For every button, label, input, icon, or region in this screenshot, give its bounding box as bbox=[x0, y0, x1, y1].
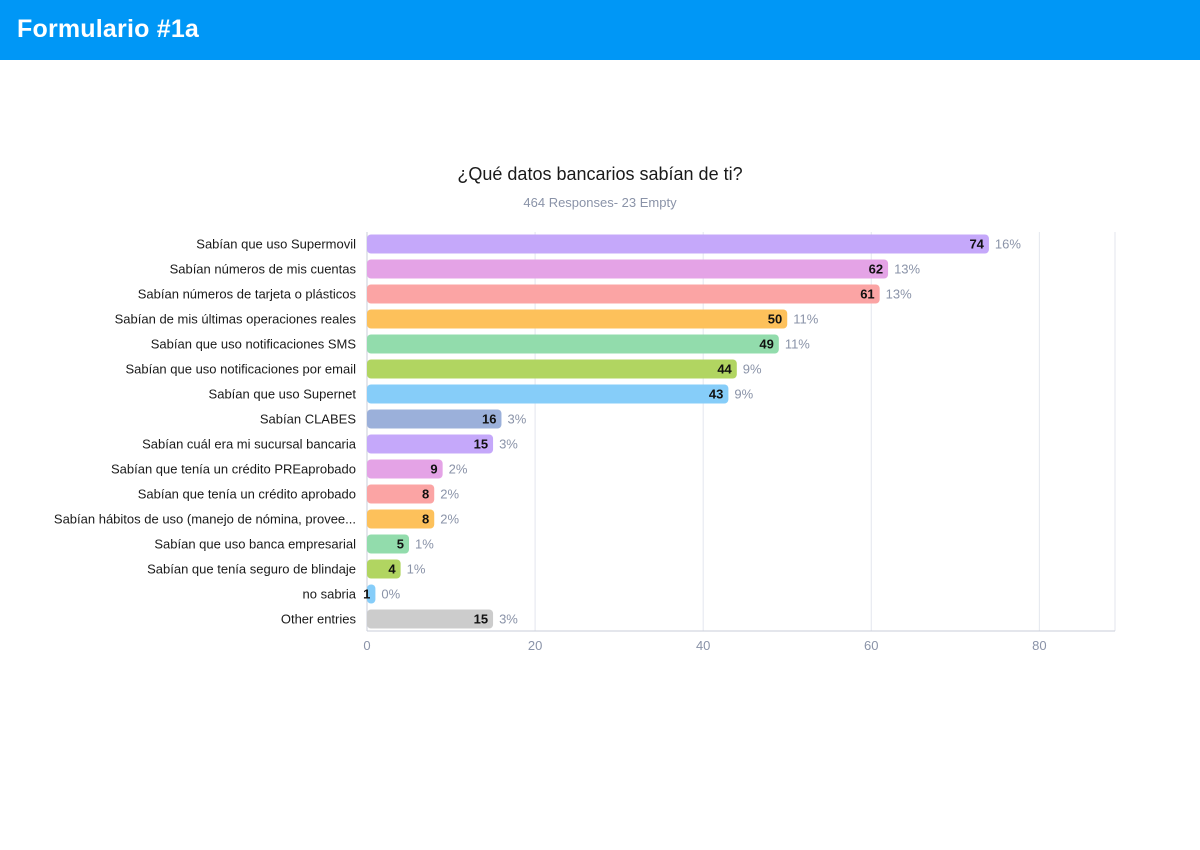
x-tick-label: 0 bbox=[363, 638, 370, 653]
category-label: Sabían de mis últimas operaciones reales bbox=[115, 312, 357, 327]
value-label: 74 bbox=[969, 237, 984, 252]
category-label: Sabían que uso Supernet bbox=[209, 387, 357, 402]
category-label: Sabían números de tarjeta o plásticos bbox=[138, 287, 357, 302]
bar bbox=[367, 609, 494, 629]
percent-label: 9% bbox=[743, 362, 762, 377]
category-label: Sabían que uso banca empresarial bbox=[154, 537, 356, 552]
bar bbox=[367, 434, 494, 454]
chart-title: ¿Qué datos bancarios sabían de ti? bbox=[457, 164, 743, 184]
bar bbox=[367, 234, 989, 254]
value-label: 49 bbox=[759, 337, 773, 352]
bar bbox=[367, 459, 443, 479]
category-label: Sabían que tenía un crédito aprobado bbox=[138, 487, 356, 502]
value-label: 62 bbox=[869, 262, 883, 277]
bar bbox=[367, 309, 788, 329]
chart-subtitle: 464 Responses- 23 Empty bbox=[523, 195, 677, 210]
value-label: 5 bbox=[397, 537, 404, 552]
value-label: 16 bbox=[482, 412, 496, 427]
category-label: Sabían que uso notificaciones por email bbox=[125, 362, 356, 377]
bar bbox=[367, 559, 401, 579]
value-label: 4 bbox=[388, 562, 396, 577]
value-label: 8 bbox=[422, 487, 429, 502]
header-bar: Formulario #1a bbox=[0, 0, 1200, 60]
percent-label: 3% bbox=[499, 437, 518, 452]
bar bbox=[367, 534, 410, 554]
category-label: no sabria bbox=[303, 587, 357, 602]
value-label: 1 bbox=[363, 587, 370, 602]
percent-label: 16% bbox=[995, 237, 1021, 252]
percent-label: 13% bbox=[894, 262, 920, 277]
value-label: 15 bbox=[474, 612, 488, 627]
category-label: Sabían que tenía un crédito PREaprobado bbox=[111, 462, 356, 477]
category-label: Sabían cuál era mi sucursal bancaria bbox=[142, 437, 357, 452]
bar bbox=[367, 359, 737, 379]
percent-label: 2% bbox=[440, 487, 459, 502]
x-tick-label: 40 bbox=[696, 638, 710, 653]
value-label: 15 bbox=[474, 437, 488, 452]
x-tick-label: 20 bbox=[528, 638, 542, 653]
value-label: 9 bbox=[430, 462, 437, 477]
value-label: 43 bbox=[709, 387, 723, 402]
x-tick-label: 60 bbox=[864, 638, 878, 653]
bar bbox=[367, 584, 376, 604]
percent-label: 2% bbox=[440, 512, 459, 527]
bar bbox=[367, 409, 502, 429]
percent-label: 1% bbox=[415, 537, 434, 552]
form-title: Formulario #1a bbox=[17, 15, 200, 43]
bar bbox=[367, 259, 889, 279]
percent-label: 11% bbox=[785, 337, 810, 352]
category-label: Sabían que tenía seguro de blindaje bbox=[147, 562, 356, 577]
bar bbox=[367, 484, 435, 504]
percent-label: 2% bbox=[449, 462, 468, 477]
category-label: Sabían hábitos de uso (manejo de nómina,… bbox=[54, 512, 356, 527]
category-label: Sabían números de mis cuentas bbox=[170, 262, 357, 277]
percent-label: 13% bbox=[886, 287, 912, 302]
percent-label: 0% bbox=[381, 587, 400, 602]
percent-label: 11% bbox=[793, 312, 818, 327]
bar bbox=[367, 334, 779, 354]
category-label: Sabían CLABES bbox=[260, 412, 356, 427]
value-label: 50 bbox=[768, 312, 782, 327]
value-label: 44 bbox=[717, 362, 732, 377]
percent-label: 9% bbox=[734, 387, 753, 402]
value-label: 61 bbox=[860, 287, 874, 302]
value-label: 8 bbox=[422, 512, 429, 527]
percent-label: 3% bbox=[507, 412, 526, 427]
percent-label: 1% bbox=[407, 562, 426, 577]
x-tick-label: 80 bbox=[1032, 638, 1046, 653]
bar bbox=[367, 384, 729, 404]
category-label: Sabían que uso Supermovil bbox=[196, 237, 356, 252]
bar bbox=[367, 509, 435, 529]
category-label: Other entries bbox=[281, 612, 357, 627]
category-label: Sabían que uso notificaciones SMS bbox=[151, 337, 357, 352]
bar bbox=[367, 284, 880, 304]
percent-label: 3% bbox=[499, 612, 518, 627]
